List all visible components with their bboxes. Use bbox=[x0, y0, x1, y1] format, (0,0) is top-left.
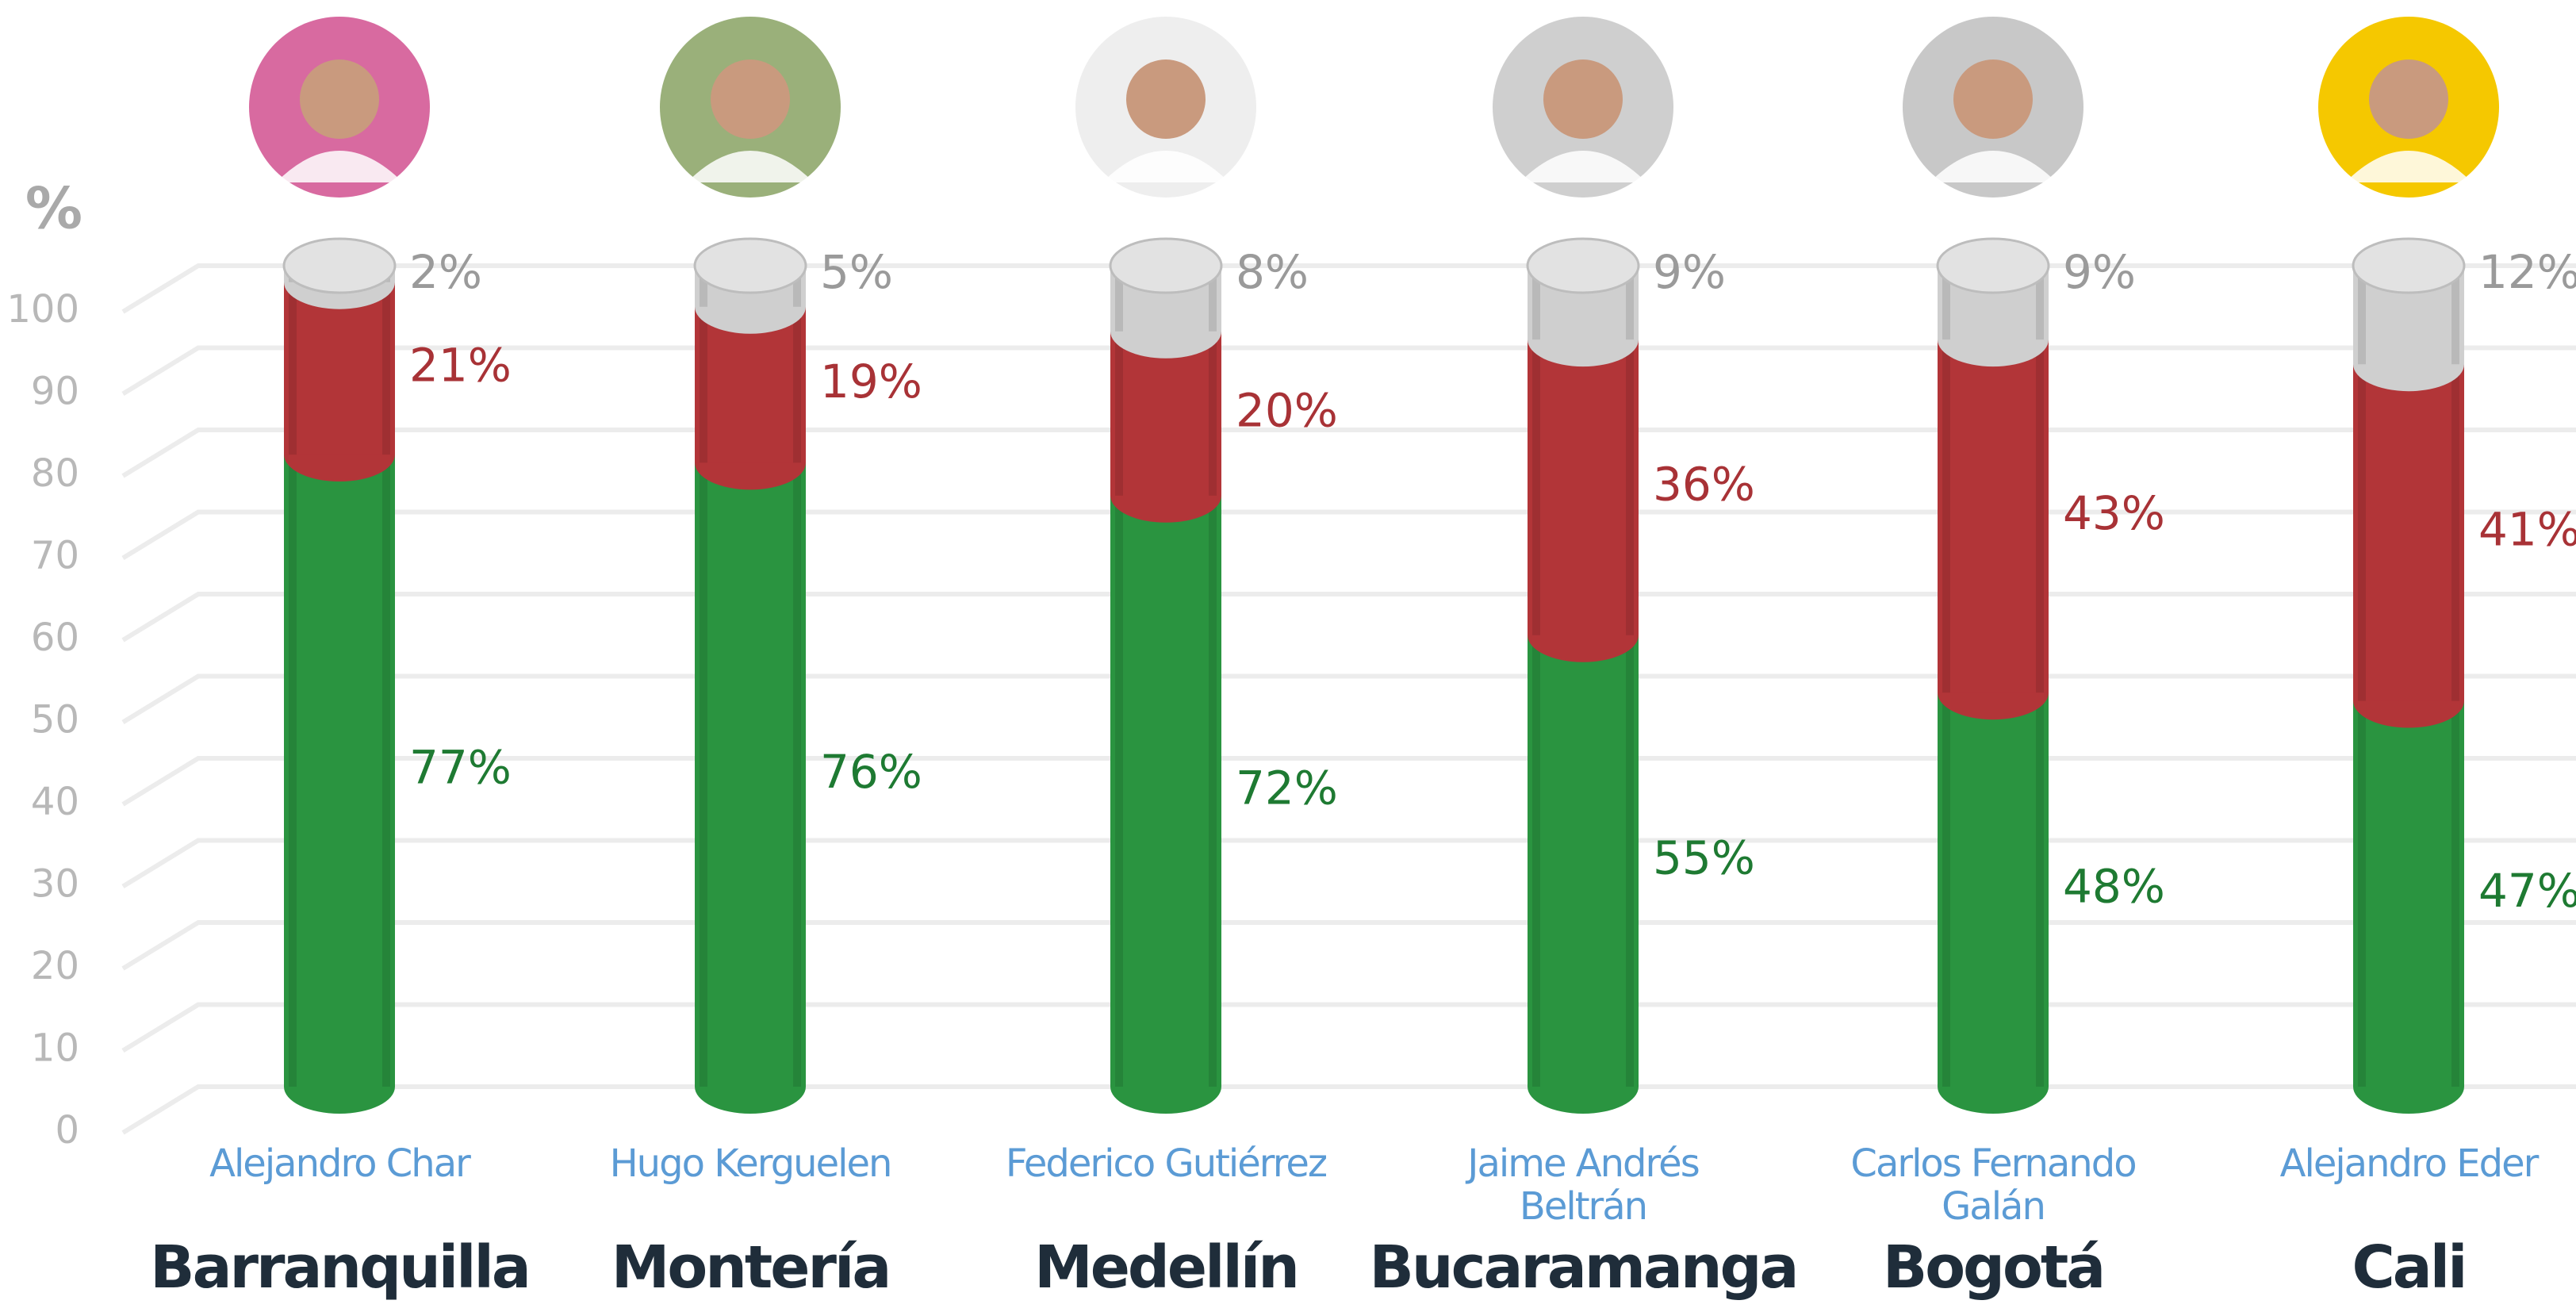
page: % 0 10 20 30 40 50 60 70 80 90 100 77% 21% 2% 76% 19% 5%… bbox=[0, 0, 2576, 1308]
x-tick-label: Barranquilla bbox=[117, 1233, 562, 1302]
y-tick-label: 40 bbox=[31, 780, 79, 824]
bar-segment bbox=[695, 462, 806, 1087]
bar-segment bbox=[2353, 364, 2464, 700]
y-axis-label: % bbox=[25, 175, 82, 242]
candidate-name: Carlos Fernando Galán bbox=[1827, 1142, 2160, 1228]
cylinder-shade bbox=[2358, 364, 2366, 700]
candidate-face bbox=[1543, 59, 1623, 139]
cylinder-shade bbox=[2358, 701, 2366, 1087]
candidate-name: Alejandro Eder bbox=[2242, 1142, 2575, 1185]
cylinder-shade bbox=[1115, 332, 1123, 496]
candidate-face bbox=[1953, 59, 2033, 139]
grid-line bbox=[123, 923, 2576, 969]
y-tick-label: 50 bbox=[31, 698, 79, 742]
cylinder-shade bbox=[2036, 692, 2044, 1087]
candidate-face bbox=[300, 59, 379, 139]
bar-segment bbox=[1110, 496, 1221, 1087]
chart: % 0 10 20 30 40 50 60 70 80 90 100 77% 21% 2% 76% 19% 5%… bbox=[0, 0, 2576, 1308]
y-tick-label: 0 bbox=[55, 1108, 79, 1153]
cylinder-shade bbox=[700, 462, 707, 1087]
value-label: 2% bbox=[409, 245, 482, 299]
grid-line bbox=[123, 1087, 2576, 1133]
value-label: 76% bbox=[820, 745, 922, 799]
cylinder-shade bbox=[1942, 692, 1950, 1087]
candidate-face bbox=[711, 59, 790, 139]
candidate-name: Alejandro Char bbox=[173, 1142, 506, 1185]
grid-line bbox=[123, 677, 2576, 723]
cylinder-top bbox=[1938, 239, 2049, 293]
candidate-face bbox=[1126, 59, 1206, 139]
cylinder-shade bbox=[700, 307, 707, 463]
y-tick-label: 90 bbox=[31, 370, 79, 414]
candidate-name: Hugo Kerguelen bbox=[584, 1142, 917, 1185]
value-label: 8% bbox=[1236, 245, 1309, 299]
x-tick-label: Bogotá bbox=[1771, 1233, 2215, 1302]
grid-line bbox=[123, 512, 2576, 558]
grid-line bbox=[123, 266, 2576, 312]
cylinder-top bbox=[284, 239, 395, 293]
cylinder-shade bbox=[1626, 635, 1634, 1087]
grid-line bbox=[123, 594, 2576, 640]
value-label: 47% bbox=[2478, 864, 2576, 918]
value-label: 9% bbox=[1653, 245, 1726, 299]
bar-segment bbox=[1528, 339, 1639, 635]
y-tick-label: 100 bbox=[6, 287, 79, 332]
cylinder-shade bbox=[2451, 364, 2459, 700]
bar-segment bbox=[1528, 635, 1639, 1087]
cylinder-top bbox=[1110, 239, 1221, 293]
y-tick-label: 30 bbox=[31, 862, 79, 907]
y-tick-label: 80 bbox=[31, 451, 79, 496]
cylinder-shade bbox=[1209, 496, 1217, 1087]
cylinder-top bbox=[695, 239, 806, 293]
cylinder-shade bbox=[793, 462, 801, 1087]
value-label: 41% bbox=[2478, 502, 2576, 556]
cylinder-shade bbox=[289, 282, 297, 455]
cylinder-shade bbox=[2451, 701, 2459, 1087]
value-label: 55% bbox=[1653, 830, 1755, 884]
value-label: 20% bbox=[1236, 383, 1338, 437]
candidate-name: Federico Gutiérrez bbox=[999, 1142, 1332, 1185]
cylinder-shade bbox=[1532, 635, 1540, 1087]
cylinder-shade bbox=[793, 307, 801, 463]
value-label: 19% bbox=[820, 355, 922, 409]
x-tick-label: Medellín bbox=[944, 1233, 1388, 1302]
candidate-face bbox=[2369, 59, 2448, 139]
cylinder-top bbox=[2353, 239, 2464, 293]
y-tick-label: 10 bbox=[31, 1026, 79, 1071]
x-tick-label: Cali bbox=[2187, 1233, 2576, 1302]
cylinder-shade bbox=[1626, 339, 1634, 635]
cylinder-shade bbox=[1209, 332, 1217, 496]
y-tick-label: 20 bbox=[31, 944, 79, 988]
value-label: 36% bbox=[1653, 458, 1755, 512]
cylinder-shade bbox=[289, 455, 297, 1087]
value-label: 12% bbox=[2478, 245, 2576, 299]
cylinder-top bbox=[1528, 239, 1639, 293]
bar-segment bbox=[1938, 692, 2049, 1087]
cylinder-shade bbox=[382, 282, 390, 455]
bar-segment bbox=[1938, 339, 2049, 692]
x-tick-label: Montería bbox=[528, 1233, 972, 1302]
value-label: 72% bbox=[1236, 761, 1338, 815]
cylinder-shade bbox=[1115, 496, 1123, 1087]
cylinder-shade bbox=[2036, 339, 2044, 692]
bar-segment bbox=[284, 455, 395, 1087]
x-tick-label: Bucaramanga bbox=[1361, 1233, 1805, 1302]
grid-line bbox=[123, 1005, 2576, 1051]
value-label: 9% bbox=[2063, 245, 2136, 299]
cylinder-shade bbox=[1532, 339, 1540, 635]
y-tick-label: 60 bbox=[31, 616, 79, 660]
value-label: 21% bbox=[409, 338, 512, 392]
value-label: 43% bbox=[2063, 486, 2165, 540]
cylinder-shade bbox=[382, 455, 390, 1087]
cylinder-shade bbox=[1942, 339, 1950, 692]
bar-segment bbox=[2353, 701, 2464, 1087]
value-label: 77% bbox=[409, 741, 512, 795]
grid-line bbox=[123, 430, 2576, 476]
value-label: 5% bbox=[820, 245, 893, 299]
grid-line bbox=[123, 841, 2576, 887]
candidate-name: Jaime Andrés Beltrán bbox=[1416, 1142, 1750, 1228]
value-label: 48% bbox=[2063, 860, 2165, 914]
y-tick-label: 70 bbox=[31, 534, 79, 578]
